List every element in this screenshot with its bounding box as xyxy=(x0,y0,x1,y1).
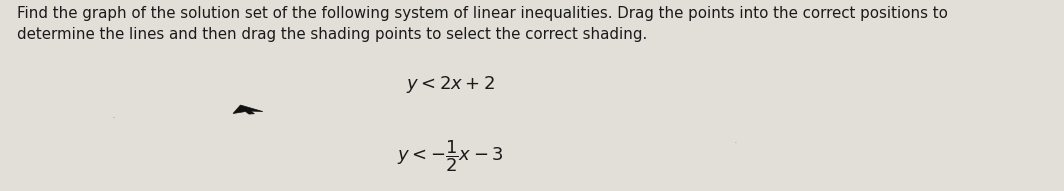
Text: ·: · xyxy=(112,113,115,123)
Polygon shape xyxy=(233,105,263,114)
Text: Find the graph of the solution set of the following system of linear inequalitie: Find the graph of the solution set of th… xyxy=(17,6,948,42)
Text: $y < 2x + 2$: $y < 2x + 2$ xyxy=(406,74,495,95)
Text: ·: · xyxy=(734,138,737,148)
Text: $y < -\dfrac{1}{2}x - 3$: $y < -\dfrac{1}{2}x - 3$ xyxy=(397,139,504,174)
